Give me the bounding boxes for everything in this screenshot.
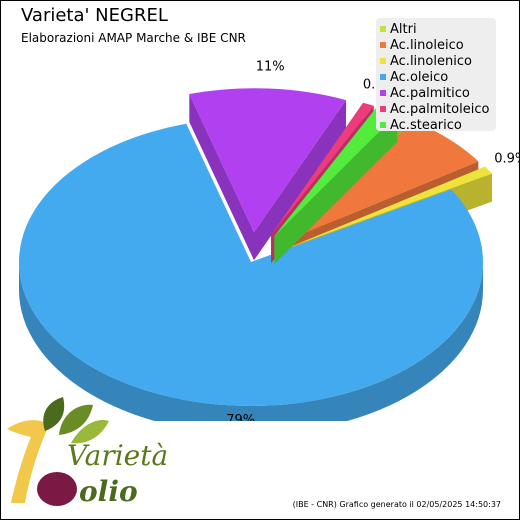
legend-item-altri: Altri: [380, 21, 417, 37]
pie-slice-top: [19, 123, 484, 406]
slice-value-label: 0.9%: [494, 151, 519, 166]
legend-item-ac-oleico: Ac.oleico: [380, 69, 448, 85]
pie-slice-top: [271, 102, 374, 235]
legend-item-ac-linolenico: Ac.linolenico: [380, 53, 472, 69]
pie-slice-wall: [274, 113, 398, 264]
logo-ribbon: [7, 420, 49, 503]
legend: Altri Ac.linoleico Ac.linolenico Ac.olei…: [376, 18, 496, 133]
logo-leaf-mid: [59, 404, 93, 435]
chart-subtitle: Elaborazioni AMAP Marche & IBE CNR: [21, 31, 246, 45]
logo-leaf-light: [71, 419, 109, 444]
pie-slice-top: [274, 106, 398, 236]
pie-slice-top: [285, 121, 479, 241]
legend-item-ac-linoleico: Ac.linoleico: [380, 37, 464, 53]
logo-olive: [37, 472, 77, 506]
legend-label: Altri: [390, 21, 417, 37]
logo-leaf-dark: [43, 397, 65, 431]
pie-slice-wall: [254, 100, 347, 261]
pie-slice: [274, 106, 398, 264]
varieta-olio-logo: Varietà olio: [7, 397, 168, 508]
legend-item-ac-stearico: Ac.stearico: [380, 117, 462, 133]
pie-slice: [19, 123, 484, 421]
pie-slice-top: [291, 166, 493, 247]
logo-text-olio: olio: [79, 475, 138, 508]
legend-swatch: [380, 74, 386, 80]
legend-swatch: [380, 26, 386, 32]
footer-text: (IBE - CNR) Grafico generato il 02/05/20…: [292, 500, 501, 509]
legend-label: Ac.oleico: [390, 69, 449, 85]
legend-item-ac-palmitoleico: Ac.palmitoleico: [380, 101, 489, 117]
slice-value-label: 79%: [226, 413, 255, 421]
legend-swatch: [380, 90, 386, 96]
logo-text-varieta: Varietà: [67, 439, 168, 472]
slice-value-label: 11%: [256, 60, 285, 75]
legend-label: Ac.palmitico: [390, 85, 470, 101]
legend-swatch: [380, 42, 386, 48]
legend-label: Ac.stearico: [390, 117, 462, 133]
pie-slice-top: [189, 88, 347, 233]
chart-title: Varieta' NEGREL: [21, 5, 168, 26]
legend-label: Ac.linoleico: [390, 37, 464, 53]
legend-swatch: [380, 58, 386, 64]
legend-item-ac-palmitico: Ac.palmitico: [380, 85, 470, 101]
legend-label: Ac.palmitoleico: [390, 101, 490, 117]
pie-slice-wall: [189, 93, 255, 261]
pie-chart: 0.5%6.3%0.9%79%11%0.8%1.6%: [19, 60, 519, 421]
legend-swatch: [380, 106, 386, 112]
legend-swatch: [380, 122, 386, 128]
pie-slice: [189, 88, 347, 261]
legend-label: Ac.linolenico: [390, 53, 472, 69]
